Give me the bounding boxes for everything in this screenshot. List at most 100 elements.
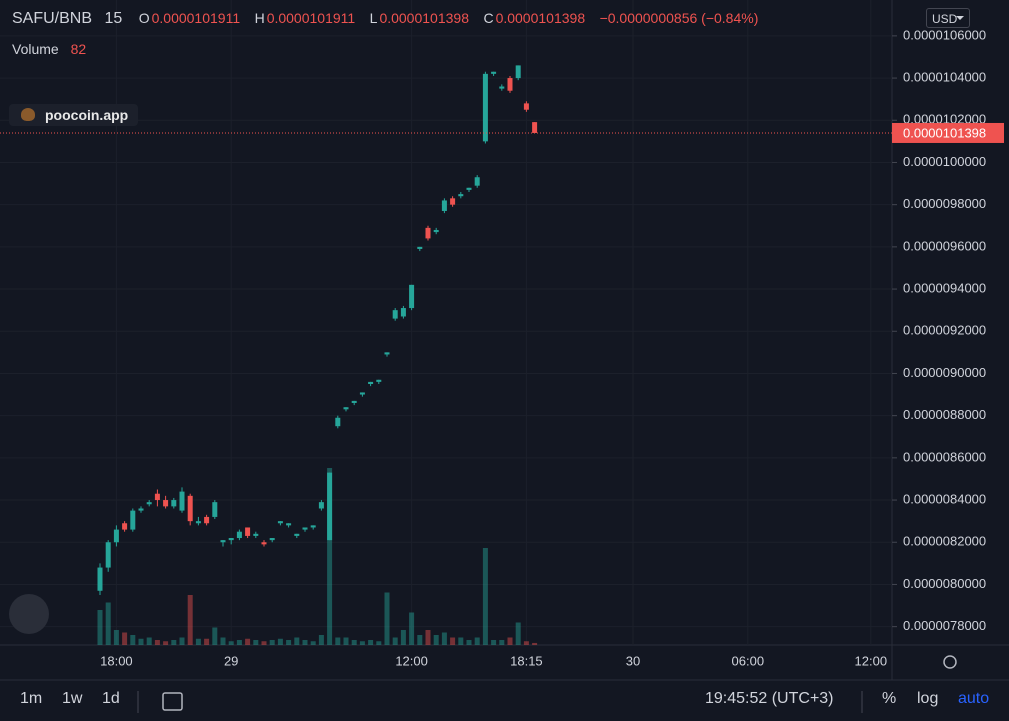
volume-bar — [302, 640, 308, 645]
date-range-icon[interactable] — [162, 692, 183, 711]
candle-body — [318, 502, 324, 509]
candle-body — [499, 86, 505, 89]
volume-bar — [138, 638, 144, 645]
candle-body — [138, 508, 144, 511]
x-tick-label: 12:00 — [395, 653, 428, 668]
watermark-text: poocoin.app — [45, 107, 129, 123]
tv-logo[interactable] — [9, 594, 49, 634]
last-price-label: 0.0000101398 — [903, 125, 986, 140]
volume-bar — [204, 638, 210, 645]
candle-body — [310, 525, 316, 528]
y-tick-label: 0.0000102000 — [903, 112, 986, 127]
volume-bar — [359, 641, 365, 645]
candle-body — [179, 491, 185, 511]
candle-body — [195, 521, 201, 524]
volume-bar — [97, 610, 103, 645]
candle-body — [425, 227, 431, 239]
volume-bar — [466, 640, 472, 645]
candle-body — [245, 527, 251, 536]
volume-bar — [310, 641, 316, 645]
volume-bar — [286, 640, 292, 645]
volume-bar — [113, 630, 119, 645]
y-tick-label: 0.0000078000 — [903, 618, 986, 633]
candle-body — [376, 379, 382, 382]
log-button[interactable]: log — [917, 690, 939, 707]
candle-body — [228, 538, 234, 541]
candle-body — [163, 500, 169, 507]
candle-body — [97, 567, 103, 591]
volume-bar — [253, 640, 259, 645]
range-button[interactable]: 1w — [62, 690, 83, 707]
candle-body — [154, 493, 160, 501]
high-value: 0.0000101911 — [266, 10, 356, 26]
close-value: 0.0000101398 — [495, 10, 586, 26]
volume-bar — [163, 641, 169, 645]
y-tick-label: 0.0000098000 — [903, 196, 986, 211]
candle-body — [146, 502, 152, 505]
candle-body — [220, 540, 226, 543]
volume-bar — [318, 635, 324, 645]
candle-body — [466, 187, 472, 190]
volume-bar — [499, 640, 505, 645]
volume-bar — [368, 640, 374, 645]
symbol: SAFU/BNB — [12, 10, 93, 27]
volume-bar — [507, 637, 513, 645]
volume-bar — [458, 637, 464, 645]
candle-body — [450, 198, 456, 205]
candle-body — [343, 407, 349, 410]
l-label: L — [369, 10, 378, 26]
c-label: C — [483, 10, 494, 26]
y-tick-label: 0.0000088000 — [903, 407, 986, 422]
candle-body — [417, 246, 423, 249]
candle-body — [368, 381, 374, 385]
candle-body — [212, 502, 218, 517]
volume-bar — [236, 640, 242, 645]
candle-body — [236, 531, 242, 539]
candle-body — [187, 495, 193, 522]
y-tick-label: 0.0000104000 — [903, 70, 986, 85]
volume-bar — [474, 637, 480, 645]
candle-body — [458, 194, 464, 197]
x-tick-label: 06:00 — [732, 653, 765, 668]
y-tick-label: 0.0000092000 — [903, 323, 986, 338]
volume-bar — [220, 637, 226, 645]
candle-body — [409, 284, 415, 309]
volume-bar — [343, 637, 349, 645]
low-value: 0.0000101398 — [379, 10, 469, 26]
volume-bar — [294, 637, 300, 645]
volume-bar — [277, 638, 283, 645]
volume-bar — [327, 468, 333, 645]
y-tick-label: 0.0000084000 — [903, 491, 986, 506]
x-tick-label: 18:00 — [100, 653, 133, 668]
candle-body — [130, 510, 136, 530]
x-tick-label: 18:15 — [510, 653, 543, 668]
percent-button[interactable]: % — [882, 690, 897, 707]
y-tick-label: 0.0000086000 — [903, 449, 986, 464]
volume-bar — [482, 548, 488, 645]
volume-bar — [491, 640, 497, 645]
y-tick-label: 0.0000094000 — [903, 280, 986, 295]
candle-body — [327, 472, 333, 541]
auto-button[interactable]: auto — [958, 690, 990, 707]
range-button[interactable]: 1m — [20, 690, 43, 707]
currency-select[interactable]: USD — [926, 8, 970, 28]
candle-body — [294, 533, 300, 536]
open-value: 0.0000101911 — [151, 10, 241, 26]
candle-body — [105, 542, 111, 568]
candle-body — [392, 310, 398, 319]
volume-bar — [400, 630, 406, 645]
candle-body — [122, 523, 128, 530]
candle-body — [441, 200, 447, 211]
volume-label: Volume — [12, 41, 59, 57]
volume-bar — [171, 640, 177, 645]
candle-body — [384, 352, 390, 355]
volume-bar — [409, 612, 415, 645]
volume-bar — [245, 638, 251, 645]
settings-icon[interactable] — [943, 655, 957, 669]
volume-bar — [212, 627, 218, 645]
range-button[interactable]: 1d — [102, 690, 120, 707]
clock: 19:45:52 (UTC+3) — [705, 690, 834, 707]
